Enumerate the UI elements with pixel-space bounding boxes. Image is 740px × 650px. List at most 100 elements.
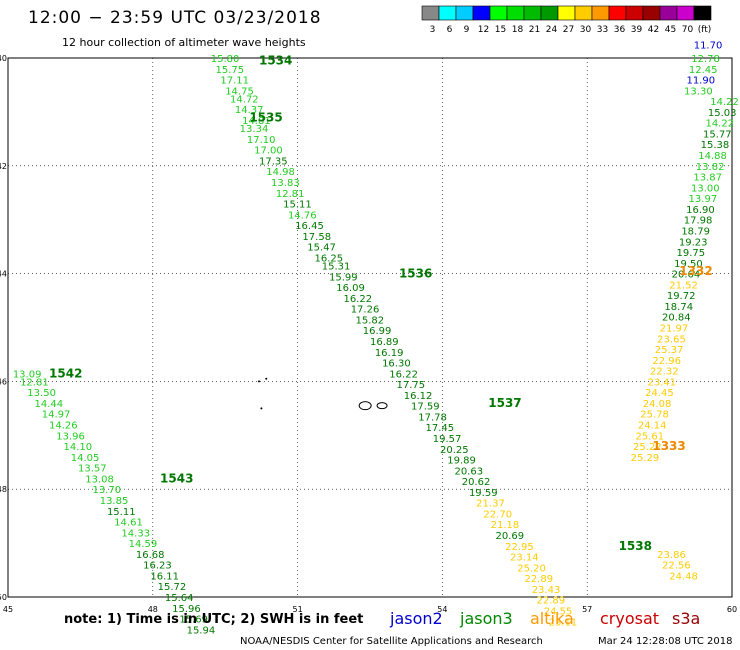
swh-value-label: 16.45: [295, 221, 324, 232]
swh-value-label: 12.81: [276, 189, 305, 200]
swh-value-label: 23.41: [648, 377, 677, 388]
x-tick-label: 48: [148, 605, 158, 614]
chart-subtitle: 12 hour collection of altimeter wave hei…: [62, 36, 306, 49]
color-scale-swatch: [574, 5, 593, 21]
swh-value-label: 16.09: [336, 283, 365, 294]
swh-value-label: 25.78: [640, 410, 669, 421]
swh-value-label: 15.69: [179, 615, 208, 626]
swh-value-label: 17.00: [254, 146, 283, 157]
swh-value-label: 14.44: [35, 399, 64, 410]
swh-value-label: 23.86: [657, 550, 686, 561]
satellite-legend-s3a: s3a: [672, 609, 701, 628]
swh-value-label: 22.32: [650, 367, 679, 378]
island-outline: [376, 402, 388, 410]
swh-value-label: 16.68: [136, 550, 165, 561]
swh-value-label: 13.00: [691, 183, 720, 194]
swh-value-label: 14.61: [114, 518, 143, 529]
swh-value-label: 11.90: [686, 76, 715, 87]
satellite-legend-jason3: jason3: [460, 609, 513, 628]
swh-value-label: 14.22: [705, 119, 734, 130]
color-scale-label: 39: [631, 25, 643, 35]
swh-value-label: 23.65: [657, 334, 686, 345]
swh-value-label: 20.62: [462, 477, 491, 488]
color-scale-label: 27: [563, 25, 574, 35]
swh-value-label: 24.45: [645, 388, 674, 399]
swh-value-label: 17.98: [684, 216, 713, 227]
swh-value-label: 14.22: [710, 97, 739, 108]
x-tick-label: 54: [437, 605, 447, 614]
color-scale-swatch: [676, 5, 695, 21]
swh-value-label: 22.89: [537, 596, 566, 607]
swh-value-label: 13.83: [271, 178, 300, 189]
color-scale-swatch: [421, 5, 440, 21]
swh-value-label: 22.56: [662, 561, 691, 572]
swh-value-label: 13.96: [56, 431, 85, 442]
color-scale-swatch: [438, 5, 457, 21]
swh-value-label: 15.75: [216, 65, 245, 76]
y-tick-label: -46: [0, 377, 7, 386]
swh-value-label: 13.30: [684, 86, 713, 97]
swh-value-label: 13.34: [240, 124, 269, 135]
color-scale-label: 12: [478, 25, 489, 35]
pass-number-label: 1333: [652, 439, 685, 453]
island-dot: [257, 380, 260, 383]
color-scale-label: 6: [447, 25, 453, 35]
color-scale-swatch: [506, 5, 525, 21]
swh-value-label: 18.74: [664, 302, 693, 313]
swh-value-label: 17.58: [302, 232, 331, 243]
chart-title: 12:00 − 23:59 UTC 03/23/2018: [28, 8, 322, 28]
swh-value-label: 19.75: [676, 248, 705, 259]
swh-value-label: 24.48: [669, 571, 698, 582]
swh-value-label: 13.87: [693, 173, 722, 184]
plot-frame: [7, 57, 733, 598]
swh-value-label: 15.96: [172, 604, 201, 615]
swh-value-label: 14.37: [235, 105, 264, 116]
color-scale-swatch: [659, 5, 678, 21]
swh-value-label: 21.18: [491, 520, 520, 531]
footer-credit: NOAA/NESDIS Center for Satellite Applica…: [240, 636, 543, 647]
swh-value-label: 20.69: [495, 531, 524, 542]
swh-value-label: 15.82: [356, 315, 385, 326]
swh-value-label: 14.98: [266, 167, 295, 178]
swh-value-label: 13.50: [27, 388, 56, 399]
island-dot: [260, 407, 263, 410]
color-scale-swatch: [455, 5, 474, 21]
color-scale-label: 30: [580, 25, 592, 35]
color-scale-label: 18: [512, 25, 524, 35]
swh-value-label: 17.78: [418, 412, 447, 423]
color-scale-label: 24: [546, 25, 558, 35]
swh-value-label: 21.97: [660, 324, 689, 335]
swh-value-label: 12.78: [691, 54, 720, 65]
color-scale-label: 45: [665, 25, 676, 35]
color-scale-label: 3: [430, 25, 436, 35]
swh-value-label: 14.26: [49, 421, 78, 432]
color-scale-label: 15: [495, 25, 506, 35]
x-tick-label: 45: [3, 605, 13, 614]
swh-value-label: 25.20: [517, 563, 546, 574]
swh-value-label: 14.59: [129, 539, 158, 550]
swh-value-label: 12.81: [20, 377, 49, 388]
swh-value-label: 17.26: [351, 305, 380, 316]
swh-value-label: 16.19: [375, 348, 404, 359]
swh-value-label: 24.55: [544, 606, 573, 617]
swh-value-label: 19.72: [667, 291, 696, 302]
x-tick-label: 51: [293, 605, 303, 614]
swh-value-label: 16.25: [314, 253, 343, 264]
y-tick-label: -40: [0, 54, 7, 63]
swh-value-label: 14.05: [71, 453, 100, 464]
color-scale-label: (ft): [698, 25, 712, 35]
swh-value-label: 17.35: [259, 156, 288, 167]
swh-value-label: 16.23: [143, 561, 172, 572]
swh-value-label: 14.75: [225, 86, 254, 97]
color-scale-label: 21: [529, 25, 540, 35]
swh-value-label: 16.30: [382, 359, 411, 370]
swh-value-label: 15.38: [701, 140, 730, 151]
swh-value-label: 19.59: [469, 488, 498, 499]
swh-value-label: 20.64: [672, 270, 701, 281]
color-scale-label: 9: [464, 25, 470, 35]
swh-value-label: 16.22: [343, 294, 372, 305]
y-tick-label: -50: [0, 593, 7, 602]
swh-value-label: 14.88: [698, 151, 727, 162]
footer-note: note: 1) Time is in UTC; 2) SWH is in fe…: [64, 612, 364, 627]
swh-value-label: 15.03: [708, 108, 737, 119]
